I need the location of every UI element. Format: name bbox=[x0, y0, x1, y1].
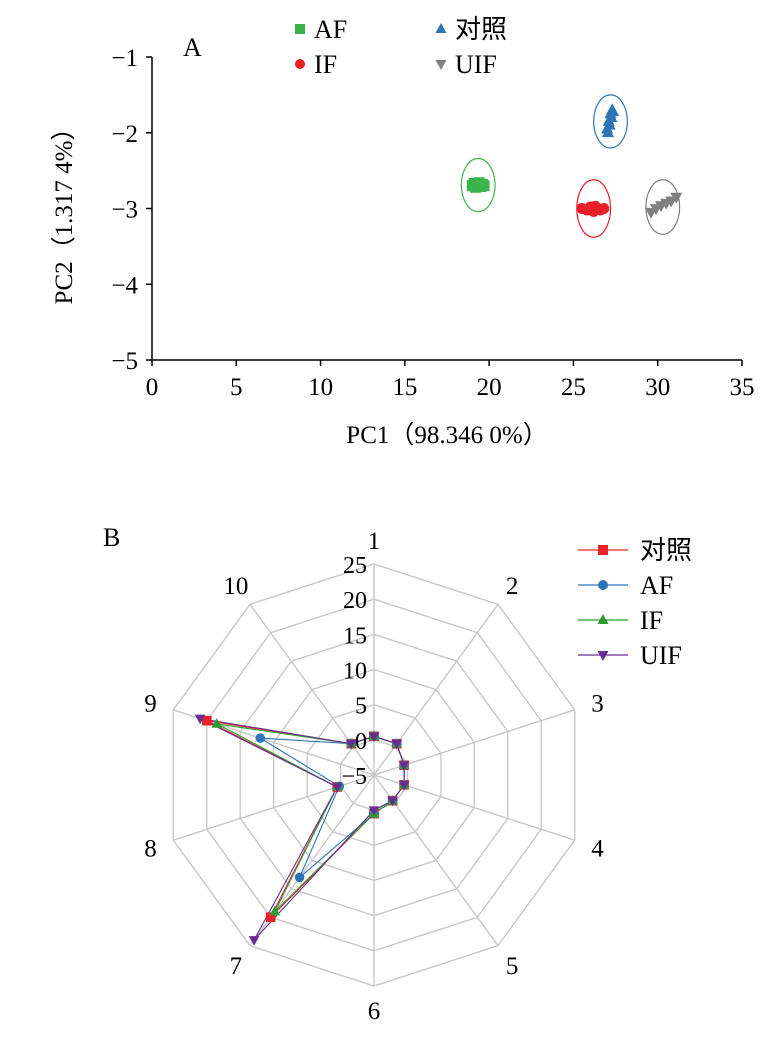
series-point bbox=[368, 732, 380, 743]
series-point bbox=[255, 733, 266, 743]
category-label: 8 bbox=[144, 836, 157, 863]
radial-tick-label: 5 bbox=[355, 694, 367, 720]
panel-a-label: A bbox=[183, 33, 202, 62]
category-label: 1 bbox=[368, 528, 381, 555]
legend-marker bbox=[597, 651, 609, 661]
category-label: 9 bbox=[144, 690, 157, 717]
data-point bbox=[606, 104, 620, 116]
legend-label: IF bbox=[640, 606, 663, 635]
y-tick-label: −4 bbox=[111, 272, 138, 299]
legend-marker bbox=[295, 24, 305, 34]
radial-tick-label: 0 bbox=[355, 729, 367, 755]
pca-ellipses bbox=[460, 94, 681, 238]
legend-marker bbox=[598, 545, 608, 555]
series-point bbox=[387, 796, 398, 807]
series-point bbox=[398, 780, 410, 791]
pca-axes: 0 5 10 15 20 25 30 35 −1 −2 −3 −4 −5 bbox=[111, 45, 754, 401]
data-point bbox=[603, 118, 616, 130]
series-point bbox=[331, 783, 343, 793]
legend-marker bbox=[597, 614, 609, 624]
legend-label: 对照 bbox=[640, 536, 692, 565]
radar-series bbox=[194, 714, 410, 946]
category-label: 7 bbox=[230, 953, 243, 980]
legend-label: UIF bbox=[640, 641, 682, 670]
legend-label: 对照 bbox=[455, 15, 507, 44]
series-point bbox=[211, 718, 223, 728]
legend-label: AF bbox=[314, 15, 347, 44]
radial-tick-label: 10 bbox=[343, 659, 367, 685]
pca-scatter-panel: A 0 5 10 15 20 25 30 35 −1 −2 −3 −4 −5 AF IF 对照 UIF PC1… bbox=[50, 15, 755, 449]
category-label: 5 bbox=[506, 953, 519, 980]
y-tick-label: −1 bbox=[111, 45, 138, 72]
legend-marker bbox=[435, 23, 447, 33]
x-tick-label: 30 bbox=[645, 374, 670, 401]
legend-label: UIF bbox=[455, 50, 497, 79]
x-tick-label: 0 bbox=[146, 374, 159, 401]
pca-legend: AF IF 对照 UIF bbox=[295, 15, 507, 79]
data-point bbox=[601, 126, 615, 138]
y-tick-label: −3 bbox=[111, 197, 138, 224]
radial-tick-label: 20 bbox=[343, 588, 367, 614]
category-label: 3 bbox=[591, 690, 604, 717]
x-tick-label: 25 bbox=[561, 374, 586, 401]
y-tick-label: −5 bbox=[111, 348, 138, 375]
data-point bbox=[605, 111, 618, 122]
x-tick-label: 35 bbox=[730, 374, 755, 401]
category-label: 4 bbox=[591, 836, 604, 863]
panel-b-label: B bbox=[103, 523, 120, 552]
series-point bbox=[398, 761, 410, 771]
x-tick-label: 5 bbox=[230, 374, 243, 401]
x-axis-label: PC1（98.346 0%） bbox=[346, 421, 547, 449]
legend-label: IF bbox=[314, 50, 337, 79]
series-point bbox=[201, 715, 212, 726]
y-tick-label: −2 bbox=[111, 121, 138, 148]
radial-tick-label: 25 bbox=[343, 553, 367, 579]
series-point bbox=[368, 806, 380, 816]
pca-points bbox=[466, 103, 683, 219]
data-point bbox=[598, 203, 610, 214]
legend-label: AF bbox=[640, 571, 673, 600]
series-point bbox=[345, 739, 357, 750]
x-tick-label: 20 bbox=[477, 374, 502, 401]
series-point bbox=[391, 739, 403, 750]
radar-category-labels: 1 2 3 4 5 6 7 8 9 10 bbox=[144, 528, 604, 1025]
series-point bbox=[194, 714, 206, 725]
x-tick-label: 10 bbox=[308, 374, 333, 401]
category-label: 10 bbox=[223, 573, 248, 600]
radar-radial-ticks: −5 0 5 10 15 20 25 bbox=[341, 553, 367, 790]
x-tick-label: 15 bbox=[392, 374, 417, 401]
group-ellipse bbox=[645, 179, 681, 235]
group-ellipse bbox=[460, 157, 496, 213]
radar-panel: B −5 0 5 10 15 20 25 1 2 3 4 5 6 7 8 9 10 对照 AF IF UIF bbox=[103, 523, 692, 1025]
radar-web bbox=[172, 563, 576, 987]
data-point bbox=[670, 192, 683, 204]
radial-tick-label: −5 bbox=[341, 764, 367, 790]
legend-marker bbox=[435, 60, 447, 70]
y-axis-label: PC2（1.317 4%） bbox=[50, 116, 78, 305]
category-label: 2 bbox=[506, 573, 519, 600]
radar-legend: 对照 AF IF UIF bbox=[578, 536, 692, 670]
category-label: 6 bbox=[368, 998, 381, 1025]
radial-tick-label: 15 bbox=[343, 623, 367, 649]
legend-marker bbox=[598, 580, 608, 590]
legend-marker bbox=[295, 59, 305, 69]
group-ellipse bbox=[593, 94, 628, 149]
data-point bbox=[478, 180, 490, 192]
series-point bbox=[269, 905, 281, 916]
series-point bbox=[248, 936, 260, 946]
radar-spoke bbox=[373, 603, 499, 776]
data-point bbox=[589, 200, 601, 212]
series-point bbox=[294, 872, 305, 883]
